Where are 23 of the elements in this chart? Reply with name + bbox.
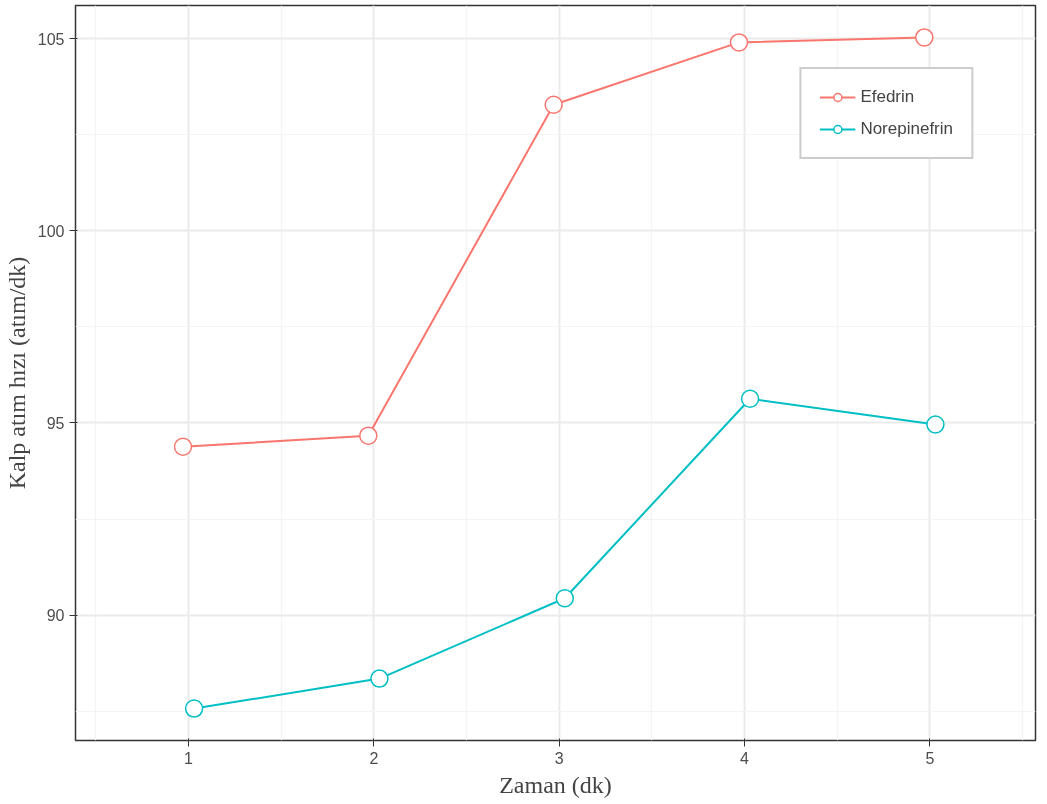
y-tick-label: 95: [46, 414, 65, 432]
point: [915, 28, 934, 47]
x-tick-label: 4: [740, 749, 750, 767]
legend-label: Norepinefrin: [860, 119, 953, 139]
point: [359, 426, 378, 445]
x-tick-label: 2: [369, 749, 379, 767]
x-tick-label: 3: [554, 749, 564, 767]
point: [729, 33, 749, 52]
point: [173, 437, 193, 457]
point: [370, 669, 389, 688]
point: [544, 95, 563, 114]
y-tick-label: 90: [46, 607, 65, 625]
point: [926, 415, 945, 434]
x-tick-label: 1: [184, 749, 194, 767]
y-tick-label: 105: [37, 30, 65, 48]
point: [740, 389, 760, 408]
y-tick-label: 100: [37, 222, 65, 240]
point: [184, 699, 204, 718]
x-axis-title: Zaman (dk): [499, 771, 612, 798]
y-axis-title: Kalp atım hızı (atım/dk): [3, 256, 30, 490]
legend-label: Efedrin: [860, 87, 915, 107]
x-tick-label: 5: [925, 749, 935, 767]
point: [555, 589, 575, 608]
